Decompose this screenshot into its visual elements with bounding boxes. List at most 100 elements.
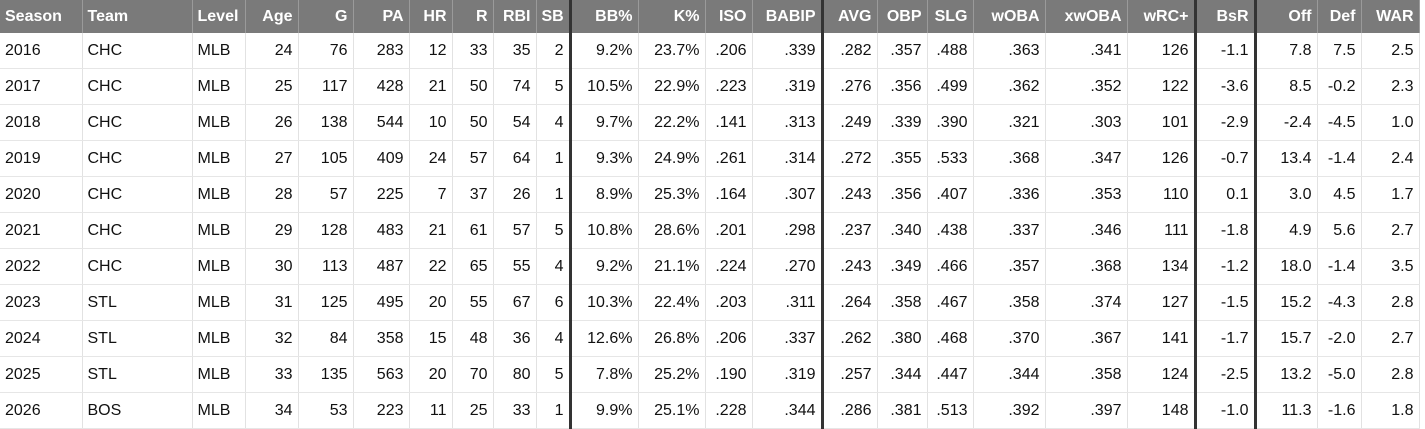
cell: 50 (452, 104, 494, 141)
cell: .249 (822, 104, 878, 141)
cell: .499 (927, 68, 974, 105)
cell: MLB (192, 212, 246, 249)
cell: 2.5 (1361, 33, 1420, 69)
cell: 135 (298, 356, 354, 393)
cell: 126 (1127, 140, 1197, 177)
cell: MLB (192, 176, 246, 213)
cell: MLB (192, 392, 246, 429)
cell: .344 (752, 392, 824, 429)
cell: STL (82, 284, 193, 321)
cell: 105 (298, 140, 354, 177)
cell: 1 (536, 176, 572, 213)
cell: 6 (536, 284, 572, 321)
cell: .468 (927, 320, 974, 357)
cell: 33 (245, 356, 299, 393)
cell: 25.1% (638, 392, 706, 429)
cell: 9.2% (570, 33, 639, 69)
cell: .341 (1045, 33, 1128, 69)
cell: -2.4 (1255, 104, 1318, 141)
cell: .533 (927, 140, 974, 177)
cell: 23.7% (638, 33, 706, 69)
cell: .337 (973, 212, 1046, 249)
cell: .141 (705, 104, 753, 141)
cell: 1 (536, 392, 572, 429)
column-header: OBP (877, 0, 928, 33)
cell: 7.5 (1317, 33, 1362, 69)
column-header: BsR (1195, 0, 1257, 33)
cell: -2.0 (1317, 320, 1362, 357)
cell: 2 (536, 33, 572, 69)
column-header: SB (536, 0, 572, 33)
season-row: 2023 STL MLB 31 125 495 20 55 67 6 10.3% 22.4% .203.… (0, 284, 1420, 321)
cell: CHC (82, 33, 193, 69)
column-header: R (452, 0, 494, 33)
cell: 33 (452, 33, 494, 69)
cell: .488 (927, 33, 974, 69)
cell: .344 (973, 356, 1046, 393)
cell: 483 (353, 212, 410, 249)
column-header: Season (0, 0, 83, 33)
cell: 74 (493, 68, 537, 105)
column-header: wRC+ (1127, 0, 1197, 33)
cell: 2026 (0, 392, 83, 429)
cell: .368 (1045, 248, 1128, 285)
cell: -0.7 (1195, 140, 1257, 177)
cell: 2025 (0, 356, 83, 393)
cell: -1.4 (1317, 248, 1362, 285)
cell: .228 (705, 392, 753, 429)
cell: 4.5 (1317, 176, 1362, 213)
cell: .340 (877, 212, 928, 249)
cell: 544 (353, 104, 410, 141)
cell: 65 (452, 248, 494, 285)
cell: 67 (493, 284, 537, 321)
cell: BOS (82, 392, 193, 429)
cell: 4.9 (1255, 212, 1318, 249)
cell: 2.7 (1361, 212, 1420, 249)
cell: 57 (452, 140, 494, 177)
cell: 487 (353, 248, 410, 285)
cell: .357 (973, 248, 1046, 285)
cell: 111 (1127, 212, 1197, 249)
cell: -1.1 (1195, 33, 1257, 69)
cell: 126 (1127, 33, 1197, 69)
cell: .319 (752, 356, 824, 393)
cell: 22.4% (638, 284, 706, 321)
column-header: RBI (493, 0, 537, 33)
cell: 409 (353, 140, 410, 177)
cell: 21 (409, 68, 453, 105)
cell: 110 (1127, 176, 1197, 213)
cell: 34 (245, 392, 299, 429)
cell: 35 (493, 33, 537, 69)
cell: .224 (705, 248, 753, 285)
cell: 2024 (0, 320, 83, 357)
cell: 57 (298, 176, 354, 213)
cell: 11 (409, 392, 453, 429)
cell: .337 (752, 320, 824, 357)
column-header: xwOBA (1045, 0, 1128, 33)
cell: 9.7% (570, 104, 639, 141)
cell: CHC (82, 212, 193, 249)
cell: .321 (973, 104, 1046, 141)
cell: .367 (1045, 320, 1128, 357)
season-row: 2019 CHC MLB 27 105 409 24 57 64 1 9.3% 24.9% .261.3… (0, 140, 1420, 177)
cell: 28.6% (638, 212, 706, 249)
cell: -1.0 (1195, 392, 1257, 429)
cell: 141 (1127, 320, 1197, 357)
cell: .314 (752, 140, 824, 177)
cell: .257 (822, 356, 878, 393)
cell: 36 (493, 320, 537, 357)
cell: .356 (877, 68, 928, 105)
column-header: Off (1255, 0, 1318, 33)
cell: 358 (353, 320, 410, 357)
cell: .261 (705, 140, 753, 177)
cell: 13.2 (1255, 356, 1318, 393)
cell: 2018 (0, 104, 83, 141)
column-header: AVG (822, 0, 878, 33)
cell: .353 (1045, 176, 1128, 213)
cell: 5 (536, 356, 572, 393)
cell: .282 (822, 33, 878, 69)
cell: 80 (493, 356, 537, 393)
cell: 2022 (0, 248, 83, 285)
